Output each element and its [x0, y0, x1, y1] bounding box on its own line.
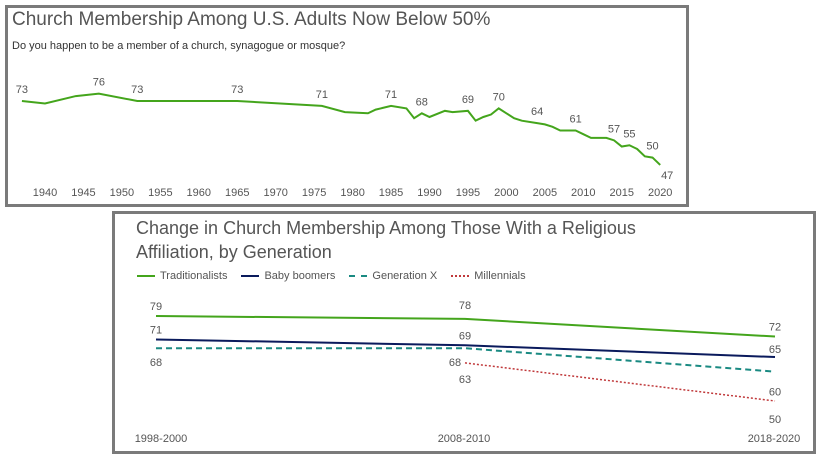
x-tick-label: 2000 [494, 187, 518, 199]
legend-item: Baby boomers [241, 270, 335, 282]
x-tick-label: 1940 [33, 187, 57, 199]
x-tick-label: 2010 [571, 187, 595, 199]
data-label: 78 [459, 300, 471, 312]
series-line-generation-x [156, 347, 776, 373]
legend-label: Traditionalists [160, 270, 228, 282]
data-label: 68 [449, 357, 461, 369]
data-label: 50 [646, 141, 658, 153]
data-label: 76 [93, 77, 105, 89]
data-label: 68 [416, 96, 428, 108]
data-label: 57 [608, 123, 620, 135]
x-tick-label: 1980 [340, 187, 364, 199]
data-label: 50 [769, 414, 781, 426]
data-label: 64 [531, 106, 543, 118]
x-tick-label: 2005 [533, 187, 557, 199]
x-tick-label: 1990 [417, 187, 441, 199]
x-tick-label: 1985 [379, 187, 403, 199]
data-label: 63 [459, 374, 471, 386]
data-label: 69 [462, 94, 474, 106]
legend-item: Traditionalists [137, 270, 227, 282]
x-tick-label: 1965 [225, 187, 249, 199]
legend: Traditionalists Baby boomers Generation X M… [137, 270, 526, 282]
data-label: 60 [769, 387, 781, 399]
legend-swatch [137, 275, 155, 277]
data-label: 69 [459, 330, 471, 342]
chart-title-line-1: Change in Church Membership Among Those … [136, 218, 636, 238]
chart-title-line-2: Affiliation, by Generation [136, 242, 332, 262]
legend-label: Millennials [474, 270, 526, 282]
x-tick-label: 2015 [610, 187, 634, 199]
legend-item: Generation X [349, 270, 437, 282]
chart-title: Church Membership Among U.S. Adults Now … [12, 9, 491, 30]
data-label: 79 [150, 301, 162, 313]
x-tick-label: 2020 [648, 187, 672, 199]
x-tick-label: 1970 [263, 187, 287, 199]
legend-swatch [241, 275, 260, 277]
data-label: 70 [493, 91, 505, 103]
data-label: 73 [231, 84, 243, 96]
series-line-millennials [464, 362, 776, 402]
chart-frame-membership [5, 5, 689, 207]
x-tick-label: 1998-2000 [135, 433, 188, 445]
x-tick-label: 1945 [71, 187, 95, 199]
data-label: 73 [131, 84, 143, 96]
x-tick-label: 2008-2010 [438, 433, 491, 445]
data-label: 71 [150, 324, 162, 336]
x-tick-label: 1955 [148, 187, 172, 199]
data-label: 71 [385, 89, 397, 101]
series-line-baby-boomers [155, 338, 776, 359]
x-tick-label: 1975 [302, 187, 326, 199]
chart-subtitle: Do you happen to be a member of a church… [12, 40, 346, 52]
legend-swatch [451, 275, 470, 277]
data-label: 47 [661, 170, 673, 182]
data-label: 65 [769, 344, 781, 356]
x-tick-label: 2018-2020 [748, 433, 801, 445]
membership-line [21, 92, 661, 166]
legend-swatch [349, 275, 368, 277]
data-label: 72 [769, 322, 781, 334]
x-tick-label: 1995 [456, 187, 480, 199]
legend-label: Baby boomers [264, 270, 336, 282]
legend-item: Millennials [451, 270, 526, 282]
x-tick-label: 1950 [110, 187, 134, 199]
data-label: 61 [569, 114, 581, 126]
series-line-traditionalists [155, 315, 776, 338]
data-label: 55 [623, 128, 635, 140]
data-label: 73 [16, 84, 28, 96]
x-tick-label: 1960 [187, 187, 211, 199]
legend-label: Generation X [372, 270, 438, 282]
data-label: 71 [316, 89, 328, 101]
data-label: 68 [150, 357, 162, 369]
